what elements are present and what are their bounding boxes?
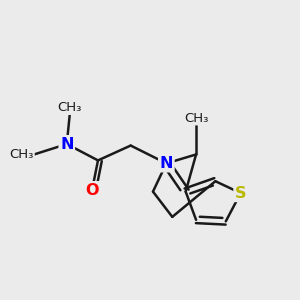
Text: S: S xyxy=(235,186,246,201)
Text: N: N xyxy=(160,156,173,171)
Text: CH₃: CH₃ xyxy=(58,101,82,114)
Text: CH₃: CH₃ xyxy=(10,148,34,161)
Text: N: N xyxy=(60,136,74,152)
Text: CH₃: CH₃ xyxy=(184,112,208,125)
Text: O: O xyxy=(85,183,99,198)
